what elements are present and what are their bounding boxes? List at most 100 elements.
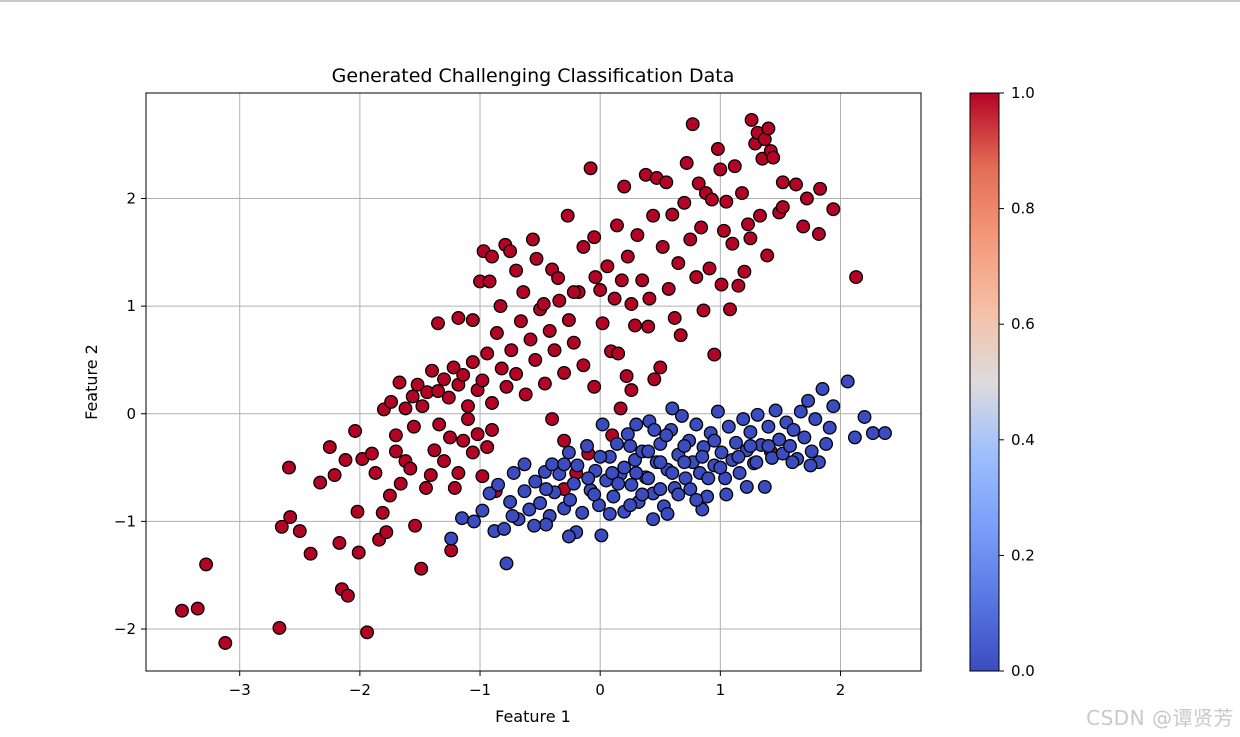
point-class-1 bbox=[545, 412, 560, 427]
point-class-1 bbox=[547, 343, 562, 358]
point-class-1 bbox=[641, 319, 656, 334]
point-class-1 bbox=[583, 161, 598, 176]
point-class-0 bbox=[695, 449, 710, 464]
point-class-1 bbox=[388, 428, 403, 443]
point-class-0 bbox=[713, 460, 728, 475]
point-class-1 bbox=[713, 162, 728, 177]
point-class-1 bbox=[542, 323, 557, 338]
point-class-1 bbox=[628, 318, 642, 333]
point-class-1 bbox=[419, 481, 433, 495]
point-class-1 bbox=[482, 274, 497, 289]
point-class-1 bbox=[630, 228, 645, 243]
point-class-1 bbox=[382, 488, 397, 503]
point-class-1 bbox=[707, 347, 722, 362]
point-class-0 bbox=[595, 417, 610, 432]
point-class-0 bbox=[605, 466, 620, 480]
point-class-0 bbox=[822, 420, 837, 435]
point-class-1 bbox=[392, 375, 407, 390]
point-class-0 bbox=[840, 374, 855, 389]
point-class-1 bbox=[714, 277, 729, 292]
point-class-0 bbox=[528, 474, 543, 489]
point-class-0 bbox=[743, 425, 758, 440]
plot-frame bbox=[145, 92, 922, 672]
point-class-1 bbox=[292, 524, 307, 539]
point-class-1 bbox=[465, 445, 480, 460]
point-class-0 bbox=[677, 439, 692, 453]
point-class-0 bbox=[826, 399, 841, 414]
point-class-0 bbox=[594, 528, 609, 543]
y-tick-label: 1 bbox=[126, 297, 136, 315]
point-class-0 bbox=[570, 458, 585, 473]
point-class-1 bbox=[456, 433, 471, 448]
point-class-0 bbox=[801, 393, 816, 408]
point-class-1 bbox=[735, 186, 749, 201]
point-class-0 bbox=[710, 404, 725, 419]
point-class-1 bbox=[741, 217, 755, 232]
point-class-0 bbox=[660, 506, 675, 521]
point-class-1 bbox=[552, 293, 567, 308]
y-tick-label: −1 bbox=[114, 512, 136, 530]
point-class-1 bbox=[303, 546, 318, 561]
colorbar-tick-label: 0.4 bbox=[1011, 431, 1035, 449]
colorbar-tick-label: 0.2 bbox=[1011, 546, 1035, 564]
point-class-1 bbox=[509, 263, 524, 278]
point-class-0 bbox=[602, 506, 617, 521]
x-axis-label: Feature 1 bbox=[495, 707, 571, 726]
point-class-1 bbox=[494, 361, 509, 376]
point-class-1 bbox=[368, 466, 383, 480]
point-class-1 bbox=[528, 352, 543, 367]
point-class-1 bbox=[415, 399, 430, 414]
point-class-0 bbox=[623, 439, 638, 453]
point-class-1 bbox=[499, 379, 514, 394]
point-class-0 bbox=[610, 436, 624, 451]
point-class-0 bbox=[606, 489, 621, 504]
point-class-1 bbox=[437, 372, 451, 387]
window-top-border bbox=[0, 0, 1240, 2]
point-class-0 bbox=[503, 495, 518, 509]
point-class-1 bbox=[849, 270, 864, 285]
point-class-1 bbox=[403, 461, 418, 476]
point-class-0 bbox=[736, 412, 751, 427]
data-points bbox=[175, 112, 892, 650]
point-class-1 bbox=[536, 297, 551, 311]
point-class-1 bbox=[485, 249, 499, 264]
point-class-0 bbox=[731, 449, 746, 464]
point-class-0 bbox=[659, 428, 674, 443]
point-class-0 bbox=[611, 476, 626, 491]
point-class-1 bbox=[451, 311, 466, 325]
point-class-0 bbox=[527, 518, 542, 533]
point-class-1 bbox=[489, 326, 504, 340]
point-class-1 bbox=[427, 443, 442, 458]
point-class-1 bbox=[614, 273, 629, 288]
point-class-1 bbox=[190, 601, 205, 616]
point-class-1 bbox=[480, 440, 495, 455]
point-class-1 bbox=[414, 561, 429, 576]
point-class-0 bbox=[707, 433, 722, 448]
point-class-1 bbox=[719, 194, 734, 209]
point-class-1 bbox=[461, 399, 475, 414]
point-class-1 bbox=[375, 505, 390, 520]
point-class-1 bbox=[410, 377, 425, 392]
point-class-1 bbox=[384, 394, 399, 409]
point-class-0 bbox=[647, 422, 662, 437]
point-class-1 bbox=[447, 481, 462, 495]
point-class-0 bbox=[815, 382, 830, 396]
point-class-1 bbox=[525, 232, 540, 247]
point-class-1 bbox=[350, 504, 365, 519]
point-class-0 bbox=[593, 449, 608, 464]
point-class-0 bbox=[561, 445, 576, 460]
point-class-0 bbox=[499, 556, 514, 571]
point-class-1 bbox=[274, 519, 289, 534]
point-class-1 bbox=[485, 422, 499, 437]
point-class-1 bbox=[461, 412, 475, 427]
point-class-1 bbox=[431, 316, 445, 331]
point-class-1 bbox=[408, 518, 423, 533]
point-class-1 bbox=[600, 259, 615, 274]
point-class-1 bbox=[338, 453, 353, 467]
point-class-1 bbox=[671, 256, 686, 271]
point-class-1 bbox=[588, 270, 603, 285]
point-class-0 bbox=[539, 517, 554, 532]
point-class-0 bbox=[665, 401, 680, 416]
point-class-1 bbox=[560, 208, 575, 223]
y-tick-label: −2 bbox=[114, 620, 136, 638]
